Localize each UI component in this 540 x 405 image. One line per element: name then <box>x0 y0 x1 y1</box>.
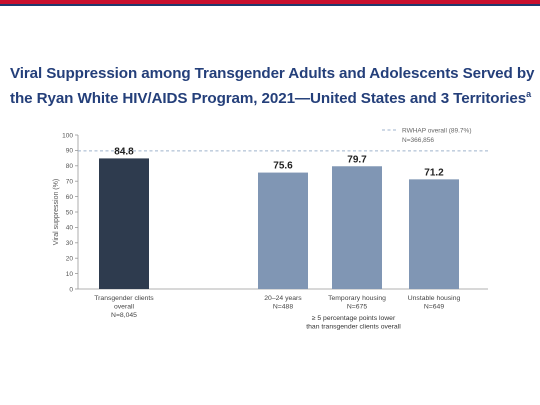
category-label: Unstable housing <box>408 295 461 302</box>
group-note: than transgender clients overall <box>306 324 401 331</box>
y-tick-label: 10 <box>66 271 74 278</box>
y-tick-label: 20 <box>66 256 74 263</box>
y-tick-label: 30 <box>66 240 74 247</box>
bar-value-label: 71.2 <box>424 167 444 178</box>
title-footnote-mark: a <box>526 89 531 99</box>
y-tick-label: 0 <box>69 286 73 293</box>
group-note: ≥ 5 percentage points lower <box>312 315 396 322</box>
y-axis-label: Viral suppression (%) <box>53 179 60 245</box>
category-label: N=675 <box>347 304 367 311</box>
category-label: Transgender clients <box>94 295 154 302</box>
top-accent-line <box>0 4 540 6</box>
bar <box>99 158 149 289</box>
y-tick-label: 90 <box>66 148 74 155</box>
bar-value-label: 84.8 <box>114 146 134 157</box>
bar <box>332 166 382 289</box>
chart-title-text: Viral Suppression among Transgender Adul… <box>10 65 535 108</box>
y-tick-label: 60 <box>66 194 74 201</box>
legend-n: N=366,856 <box>402 137 434 144</box>
category-label: Temporary housing <box>328 295 386 302</box>
bar-value-label: 75.6 <box>273 161 293 172</box>
y-tick-label: 100 <box>62 132 73 139</box>
y-tick-label: 80 <box>66 163 74 170</box>
category-label: N=8,045 <box>111 312 137 319</box>
y-tick-label: 40 <box>66 225 74 232</box>
bar-value-label: 79.7 <box>347 154 367 165</box>
bar <box>409 179 459 289</box>
legend-label: RWHAP overall (89.7%) <box>402 128 471 135</box>
y-tick-label: 70 <box>66 179 74 186</box>
y-tick-label: 50 <box>66 209 74 216</box>
bar <box>258 172 308 289</box>
top-accent-bar <box>0 0 540 4</box>
category-label: 20–24 years <box>264 295 302 302</box>
category-label: overall <box>114 304 135 311</box>
category-label: N=649 <box>424 304 444 311</box>
chart-title: Viral Suppression among Transgender Adul… <box>10 64 535 109</box>
category-label: N=488 <box>273 304 293 311</box>
